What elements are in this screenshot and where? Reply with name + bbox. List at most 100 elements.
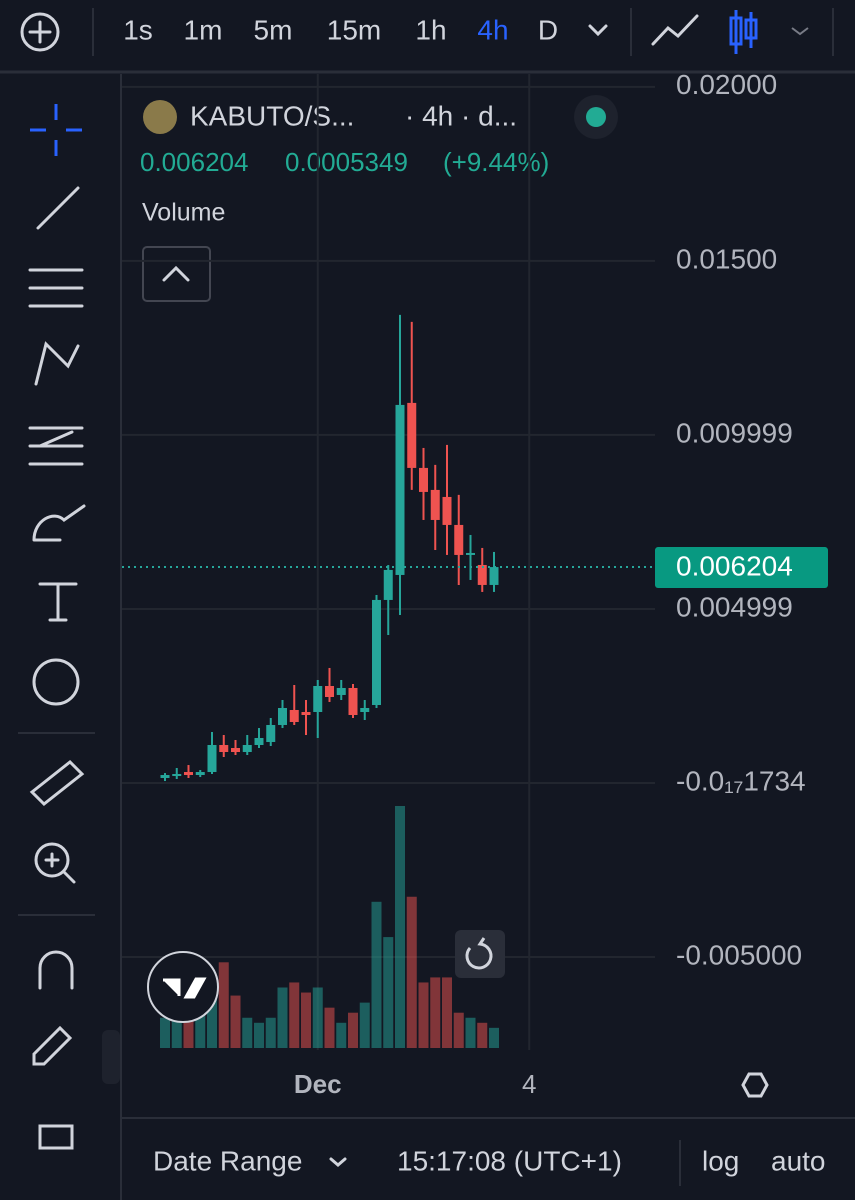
- candle-body: [289, 709, 299, 722]
- volume-bar: [324, 1007, 335, 1048]
- y-tick-label: 0.004999: [676, 591, 793, 622]
- y-tick-label: 0.02000: [676, 69, 777, 100]
- auto-toggle[interactable]: auto: [771, 1145, 826, 1176]
- volume-bar: [359, 1002, 370, 1048]
- text-tool[interactable]: [38, 582, 78, 622]
- reset-icon: [465, 937, 493, 970]
- candle-body: [442, 496, 452, 525]
- candle-body: [172, 773, 182, 777]
- candle-body: [184, 772, 193, 776]
- date-range[interactable]: Date Range: [153, 1145, 302, 1176]
- settings-button[interactable]: [741, 1072, 769, 1098]
- candle-body: [266, 724, 276, 743]
- more-intervals[interactable]: [588, 24, 608, 37]
- collapse-legend[interactable]: [142, 246, 211, 302]
- interval-button[interactable]: 1h: [415, 14, 446, 45]
- candle-body: [407, 402, 417, 468]
- price-change-percent: (+9.44%): [443, 147, 549, 177]
- candle-body: [325, 686, 334, 698]
- last-price-label: 0.006204: [676, 550, 793, 581]
- measure-tool[interactable]: [29, 759, 85, 807]
- candle-body: [219, 745, 229, 753]
- candle-body: [242, 745, 252, 753]
- candle-body: [395, 404, 405, 575]
- volume-bar: [453, 1012, 464, 1048]
- candle-body: [489, 567, 499, 585]
- volume-bar: [489, 1027, 499, 1048]
- clock: 15:17:08 (UTC+1): [397, 1145, 622, 1176]
- trend-line-tool[interactable]: [36, 186, 80, 230]
- emoji-tool[interactable]: [32, 658, 80, 706]
- interval-button[interactable]: 15m: [327, 14, 381, 45]
- forecast-tool[interactable]: [28, 426, 84, 466]
- candle-body: [477, 564, 487, 585]
- candle-chart-button[interactable]: [729, 10, 758, 54]
- collapse-panel[interactable]: [102, 1030, 120, 1084]
- volume-bar: [348, 1012, 358, 1048]
- volume-bar: [477, 1022, 488, 1048]
- y-tick-label: -0.005000: [676, 939, 802, 970]
- x-tick-label: 4: [522, 1069, 536, 1099]
- line-chart-button[interactable]: [651, 14, 699, 46]
- candle-body: [348, 687, 358, 715]
- add-button[interactable]: [20, 12, 60, 52]
- interval-button[interactable]: 1m: [184, 14, 223, 45]
- date-range-chevron: [329, 1157, 347, 1167]
- interval-button[interactable]: 5m: [254, 14, 293, 45]
- interval-button[interactable]: 1s: [123, 14, 153, 45]
- volume-bar: [195, 1007, 206, 1048]
- interval-button[interactable]: 4h: [477, 14, 508, 45]
- candle-body: [336, 687, 346, 695]
- crosshair-tool[interactable]: [30, 104, 82, 156]
- price-change: 0.0005349: [285, 147, 408, 177]
- symbol-logo: [143, 100, 177, 134]
- tradingview-logo: [147, 951, 219, 1023]
- volume-bar: [312, 987, 323, 1048]
- zoom-icon: [44, 852, 76, 884]
- tradingview-mark: [163, 977, 207, 999]
- volume-bar: [218, 962, 229, 1048]
- log-toggle[interactable]: log: [702, 1145, 739, 1176]
- study-name: Volume: [142, 199, 225, 227]
- volume-bar: [430, 977, 441, 1048]
- tool-panel: [0, 74, 120, 1200]
- volume-bar: [183, 1012, 194, 1048]
- volume-bar: [230, 995, 241, 1048]
- symbol-details: · 4h · d...: [405, 100, 517, 131]
- volume-bar: [336, 1022, 347, 1048]
- pattern-tool[interactable]: [34, 341, 80, 386]
- last-price-box: [655, 547, 828, 589]
- magnet-tool[interactable]: [38, 950, 74, 990]
- volume-bar: [171, 1017, 182, 1048]
- candle-body: [454, 524, 464, 555]
- reset-button[interactable]: [455, 930, 505, 978]
- fib-tool[interactable]: [28, 268, 84, 308]
- candle-body: [372, 599, 381, 706]
- zoom-tool[interactable]: [34, 842, 70, 878]
- brush-tool[interactable]: [32, 504, 86, 542]
- volume-bar: [418, 982, 429, 1048]
- candle-body: [278, 708, 287, 725]
- volume-bar: [383, 937, 394, 1048]
- candle-body: [430, 489, 440, 520]
- top-bar: [0, 0, 855, 70]
- candle-body: [301, 712, 311, 715]
- y-tick-label: -0.0₁₇1734: [676, 765, 806, 796]
- candle-body: [254, 738, 264, 746]
- candle-body: [207, 745, 217, 773]
- lock-tool[interactable]: [38, 1124, 74, 1150]
- volume-bar: [242, 1017, 253, 1048]
- volume-bar: [465, 1017, 476, 1048]
- candle-body: [360, 708, 370, 713]
- chart-type-menu[interactable]: [791, 27, 809, 36]
- volume-bar: [254, 1022, 264, 1048]
- lock-drawing-tool[interactable]: [32, 1025, 73, 1066]
- interval-button[interactable]: D: [538, 14, 558, 45]
- x-tick-label: Dec: [294, 1069, 342, 1099]
- candle-body: [231, 747, 240, 753]
- volume-bar: [406, 896, 417, 1048]
- volume-bar: [289, 982, 300, 1048]
- candle-body: [383, 569, 393, 600]
